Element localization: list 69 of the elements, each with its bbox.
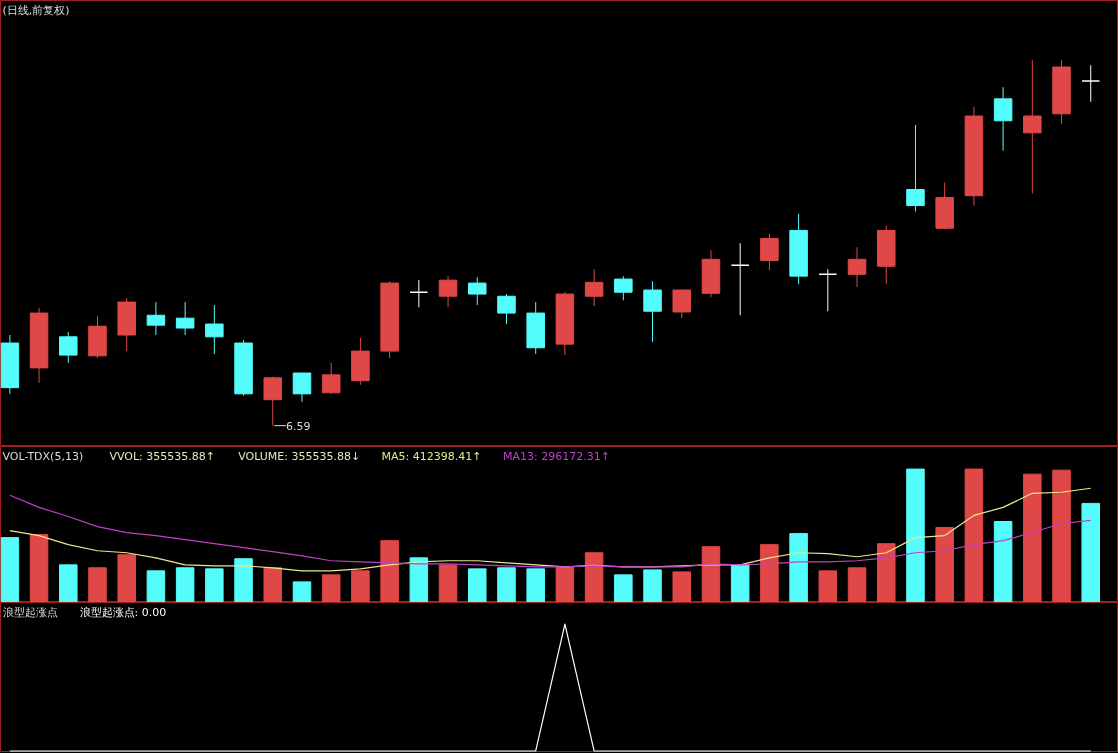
bar: [321, 574, 341, 602]
bar: [584, 552, 604, 602]
chart-title: VOL-TDX(5,13): [2, 449, 84, 463]
text: MA5: 412398.41↑: [381, 449, 482, 463]
bar: [964, 468, 984, 602]
candlestick: [409, 279, 429, 308]
bar: [526, 568, 545, 602]
candlestick: [847, 246, 867, 288]
text: MA13: 296172.31↑: [503, 449, 611, 463]
bar: [88, 567, 107, 602]
bar: [672, 571, 692, 602]
text: VVOL: 355535.88↑: [109, 449, 215, 463]
candlestick: [672, 288, 692, 319]
bar: [1023, 473, 1042, 602]
bar: [789, 533, 808, 602]
bar: [59, 564, 78, 602]
candlestick: [730, 242, 750, 316]
bar: [351, 570, 370, 602]
bar: [760, 544, 779, 602]
bar: [468, 568, 487, 602]
chart-title: 浪型起涨点: [2, 605, 58, 619]
bar: [614, 574, 633, 602]
bar: [555, 566, 575, 602]
candlestick: [906, 124, 925, 212]
candlestick: [438, 275, 458, 308]
bar: [818, 570, 838, 602]
bar: [935, 526, 954, 602]
bar: [847, 567, 867, 602]
bar: [234, 558, 253, 602]
candlestick: [59, 331, 78, 364]
chart-title: (日线,前复权): [2, 3, 70, 17]
candlestick: [146, 301, 166, 336]
candlestick: [584, 268, 604, 307]
candlestick: [643, 280, 662, 343]
bar: [146, 570, 166, 602]
candlestick: [497, 293, 516, 325]
bar: [409, 557, 429, 602]
bar: [1052, 469, 1071, 602]
candlestick: [818, 268, 838, 312]
bar: [876, 543, 896, 602]
bar: [205, 568, 224, 602]
bar: [497, 567, 516, 602]
candlestick: [205, 304, 224, 355]
bar: [117, 554, 136, 602]
candlestick: [321, 362, 341, 395]
bar: [292, 581, 312, 602]
bar: [906, 468, 925, 602]
bar: [1081, 502, 1101, 602]
candlestick: [292, 372, 312, 403]
candlestick: [468, 276, 487, 306]
candlestick: [1023, 59, 1042, 195]
bar: [0, 537, 20, 602]
bar: [701, 546, 721, 602]
text: VOLUME: 355535.88↓: [238, 449, 361, 463]
bar: [380, 540, 399, 602]
bar: [993, 521, 1013, 602]
text: 浪型起涨点: 0.00: [79, 605, 167, 619]
candlestick: [993, 86, 1013, 152]
annotation: 6.59: [285, 419, 311, 433]
bar: [29, 534, 49, 602]
candlestick: [614, 275, 633, 301]
bar: [730, 564, 750, 602]
bar: [263, 567, 283, 602]
candlestick: [175, 301, 195, 336]
bar: [175, 567, 195, 602]
candlestick: [760, 232, 779, 271]
candlestick: [1081, 64, 1101, 103]
bar: [643, 569, 662, 602]
bar: [438, 564, 458, 602]
